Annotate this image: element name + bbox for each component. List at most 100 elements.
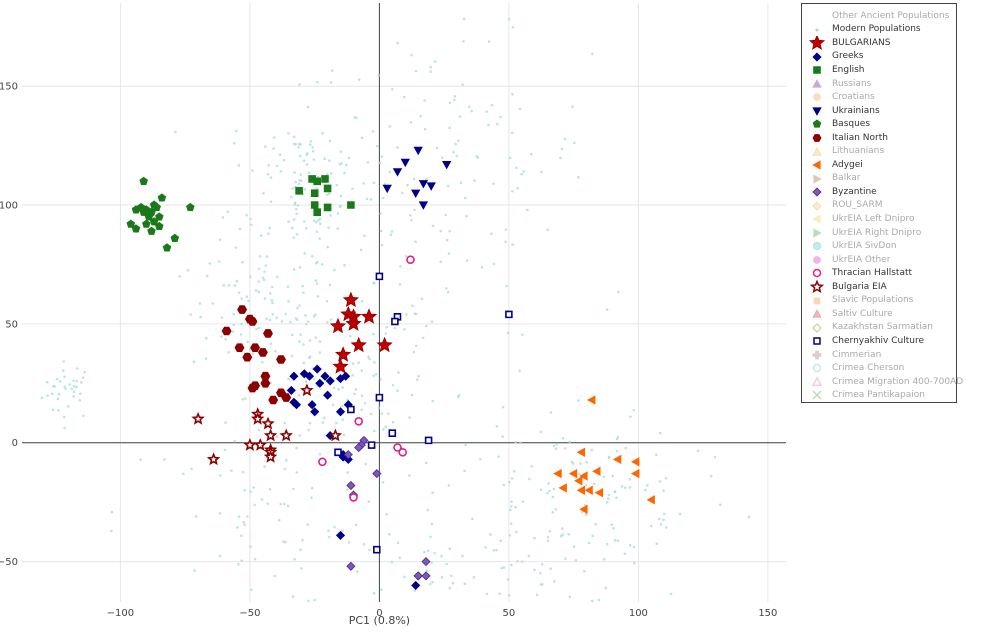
legend-item-saltiv-culture[interactable]: Saltiv Culture — [802, 307, 958, 321]
data-point-byzantine[interactable] — [421, 571, 431, 581]
legend-item-cimmerian[interactable]: Cimmerian — [802, 348, 958, 362]
data-point-english[interactable] — [323, 203, 332, 212]
data-point-chernyakhiv-culture[interactable] — [391, 317, 399, 326]
data-point-thracian-hallstatt[interactable] — [406, 255, 415, 264]
data-point-byzantine[interactable] — [346, 561, 356, 571]
legend-item-english[interactable]: English — [802, 63, 958, 77]
legend-item-russians[interactable]: Russians — [802, 77, 958, 91]
data-point-bulgarians[interactable] — [350, 336, 367, 353]
data-point-italian-north[interactable] — [260, 371, 271, 381]
legend-item-greeks[interactable]: Greeks — [802, 50, 958, 64]
legend-item-ukreia-left-dnipro[interactable]: UkrEIA Left Dnipro — [802, 212, 958, 226]
data-point-chernyakhiv-culture[interactable] — [367, 441, 376, 449]
data-point-basques[interactable] — [155, 212, 164, 221]
legend-item-crimea-cherson[interactable]: Crimea Cherson — [802, 361, 958, 375]
data-point-adygei[interactable] — [586, 395, 596, 405]
data-point-bulgaria-eia[interactable] — [253, 438, 268, 451]
data-point-italian-north[interactable] — [234, 343, 245, 353]
data-point-bulgaria-eia[interactable] — [328, 428, 343, 442]
data-point-english[interactable] — [295, 187, 303, 195]
data-point-chernyakhiv-culture[interactable] — [375, 393, 384, 402]
legend-item-ukreia-other[interactable]: UkrEIA Other — [802, 253, 958, 267]
data-point-english[interactable] — [310, 189, 319, 197]
legend-item-ukreia-right-dnipro[interactable]: UkrEIA Right Dnipro — [802, 226, 958, 240]
data-point-basques[interactable] — [131, 205, 141, 214]
data-point-basques[interactable] — [144, 212, 154, 221]
scatter-plot[interactable]: −100 −50 0 50 100 150 −50 0 50 100 150 PC1 (0.8%) — [0, 0, 800, 634]
data-point-greeks[interactable] — [307, 400, 317, 410]
data-point-bulgaria-eia[interactable] — [300, 383, 314, 397]
data-point-italian-north[interactable] — [244, 314, 255, 324]
legend-item-kazakhstan-sarmatian[interactable]: Kazakhstan Sarmatian — [802, 321, 958, 335]
data-point-greeks[interactable] — [312, 364, 322, 374]
data-point-adygei[interactable] — [630, 457, 640, 467]
data-point-chernyakhiv-culture[interactable] — [388, 429, 397, 437]
legend-item-crimea-pantikapaion[interactable]: Crimea Pantikapaion — [802, 388, 958, 402]
data-point-chernyakhiv-culture[interactable] — [334, 448, 342, 457]
data-point-adygei[interactable] — [592, 466, 601, 476]
data-point-bulgaria-eia[interactable] — [263, 449, 278, 463]
data-point-greeks[interactable] — [325, 376, 335, 386]
data-point-greeks[interactable] — [320, 371, 330, 381]
data-point-greeks[interactable] — [335, 407, 346, 417]
data-point-bulgarians[interactable] — [360, 308, 378, 324]
data-point-ukrainians[interactable] — [418, 201, 429, 210]
legend-item-byzantine[interactable]: Byzantine — [802, 185, 958, 199]
data-point-italian-north[interactable] — [281, 393, 292, 402]
data-point-thracian-hallstatt[interactable] — [349, 493, 358, 502]
legend-item-balkar[interactable]: Balkar — [802, 172, 958, 186]
data-point-basques[interactable] — [126, 219, 136, 228]
data-point-adygei[interactable] — [630, 468, 640, 479]
data-point-italian-north[interactable] — [242, 352, 253, 362]
data-point-basques[interactable] — [162, 243, 172, 252]
legend-item-thracian-hallstatt[interactable]: Thracian Hallstatt — [802, 266, 958, 280]
data-point-greeks[interactable] — [411, 580, 421, 590]
legend-item-modern-populations[interactable]: Modern Populations — [802, 23, 958, 37]
data-point-greeks[interactable] — [335, 530, 346, 540]
data-point-bulgarians[interactable] — [329, 317, 347, 334]
data-point-basques[interactable] — [152, 202, 161, 212]
data-point-greeks[interactable] — [315, 378, 325, 388]
data-point-adygei[interactable] — [576, 485, 586, 495]
data-point-ukrainians[interactable] — [418, 180, 429, 189]
data-point-english[interactable] — [323, 184, 332, 193]
data-point-byzantine[interactable] — [354, 442, 364, 453]
data-point-adygei[interactable] — [553, 468, 562, 479]
data-point-adygei[interactable] — [646, 495, 655, 505]
data-point-english[interactable] — [347, 201, 355, 209]
data-point-bulgaria-eia[interactable] — [261, 416, 275, 430]
data-point-bulgaria-eia[interactable] — [206, 452, 221, 466]
data-point-thracian-hallstatt[interactable] — [318, 457, 327, 467]
data-point-italian-north[interactable] — [250, 343, 261, 353]
data-point-italian-north[interactable] — [276, 355, 286, 364]
data-point-italian-north[interactable] — [263, 329, 273, 338]
data-point-bulgaria-eia[interactable] — [263, 428, 278, 442]
data-point-byzantine[interactable] — [343, 450, 353, 460]
data-point-bulgaria-eia[interactable] — [243, 438, 257, 451]
data-point-adygei[interactable] — [568, 468, 578, 479]
data-point-english[interactable] — [321, 175, 329, 183]
data-point-basques[interactable] — [139, 176, 148, 185]
legend-item-slavic-populations[interactable]: Slavic Populations — [802, 294, 958, 308]
data-point-basques[interactable] — [139, 207, 148, 216]
legend-item-ukrainians[interactable]: Ukrainians — [802, 104, 958, 118]
data-point-bulgaria-eia[interactable] — [250, 411, 265, 425]
data-point-adygei[interactable] — [612, 454, 622, 465]
legend-item-bulgaria-eia[interactable]: Bulgaria EIA — [802, 280, 958, 294]
data-point-english[interactable] — [313, 177, 322, 186]
legend-item-lithuanians[interactable]: Lithuanians — [802, 145, 958, 159]
data-point-italian-north[interactable] — [268, 395, 279, 405]
data-point-greeks[interactable] — [289, 371, 299, 381]
data-point-chernyakhiv-culture[interactable] — [424, 436, 433, 445]
legend-item-ukreia-sivdon[interactable]: UkrEIA SivDon — [802, 239, 958, 253]
data-point-ukrainians[interactable] — [413, 146, 423, 156]
data-point-bulgaria-eia[interactable] — [191, 411, 205, 425]
data-point-bulgarians[interactable] — [376, 336, 393, 353]
data-point-adygei[interactable] — [573, 476, 583, 486]
data-point-bulgarians[interactable] — [342, 291, 360, 308]
data-point-byzantine[interactable] — [413, 571, 423, 581]
data-point-basques[interactable] — [131, 224, 141, 233]
data-point-ukrainians[interactable] — [392, 168, 403, 177]
data-point-chernyakhiv-culture[interactable] — [375, 272, 384, 281]
data-point-greeks[interactable] — [304, 371, 315, 381]
